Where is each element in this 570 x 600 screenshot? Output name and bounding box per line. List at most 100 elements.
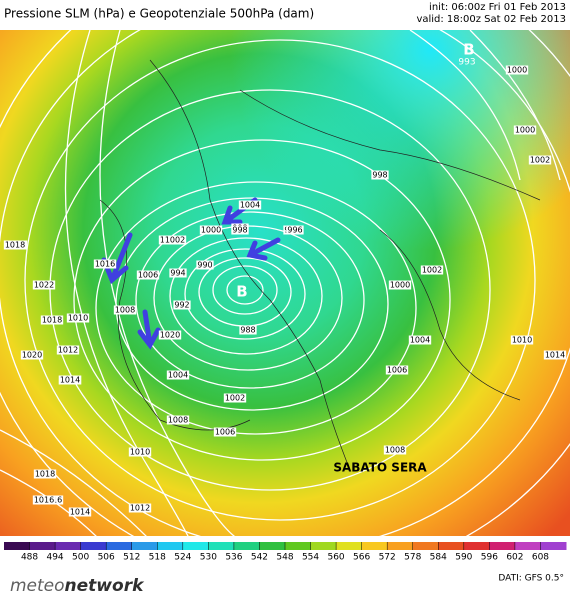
colorbar-swatch — [361, 542, 388, 550]
isobar-label-bg — [420, 265, 444, 275]
colorbar-label: 500 — [72, 553, 89, 563]
isobar-label-bg — [128, 503, 152, 513]
colorbar-swatch — [387, 542, 414, 550]
isobar-label: 1010 — [130, 448, 150, 457]
colorbar-swatch — [55, 542, 82, 550]
colorbar-label: 554 — [302, 553, 319, 563]
isobar-label: 1006 — [138, 271, 158, 280]
isobar-label-bg — [223, 393, 247, 403]
isobar-label-bg — [56, 345, 80, 355]
isobar-label-bg — [505, 65, 529, 75]
colorbar-label: 548 — [276, 553, 293, 563]
isobar-label-bg — [513, 125, 537, 135]
colorbar-label: 542 — [251, 553, 268, 563]
isobar-label-bg — [68, 507, 92, 517]
isobar-label-bg — [136, 270, 160, 280]
isobar-label-bg — [371, 170, 389, 180]
colorbar-swatch — [489, 542, 516, 550]
isobar-label-bg — [383, 445, 407, 455]
isobar-label: 1018 — [5, 241, 25, 250]
colorbar-swatch — [438, 542, 465, 550]
init: init: 06:00z Fri 01 Feb 2013 — [429, 2, 566, 13]
colorbar-label: 584 — [430, 553, 447, 563]
isobar-label-bg — [231, 225, 249, 235]
isobar-label: 988 — [240, 326, 255, 335]
colorbar-swatch — [412, 542, 439, 550]
colorbar-label: 560 — [327, 553, 344, 563]
colorbar-label: 518 — [149, 553, 166, 563]
low-center: B — [236, 283, 247, 301]
logo: meteonetwork — [10, 576, 145, 596]
colorbar-swatch — [310, 542, 337, 550]
isobar-label: 1000 — [390, 281, 410, 290]
isobar-label: 1010 — [512, 336, 532, 345]
colorbar-label: 578 — [404, 553, 421, 563]
isobar-label-bg — [113, 305, 137, 315]
low-value: 993 — [458, 58, 475, 68]
isobar-label: 1022 — [34, 281, 54, 290]
isobar-label-bg — [32, 495, 56, 505]
isobar-label-bg — [543, 350, 567, 360]
isobar-label-bg — [93, 259, 117, 269]
isobar-label-bg — [196, 260, 214, 270]
isobar-label: 1008 — [115, 306, 135, 315]
colorbar-swatch — [4, 542, 31, 550]
isobar-label-bg — [169, 268, 187, 278]
isobar-label: 1004 — [410, 336, 430, 345]
isobar-label: 1010 — [68, 314, 88, 323]
valid: valid: 18:00z Sat 02 Feb 2013 — [416, 14, 566, 25]
isobar-label: 1020 — [22, 351, 42, 360]
isobar-label-bg — [66, 313, 90, 323]
isobar-label: 998 — [232, 226, 247, 235]
colorbar-swatch — [233, 542, 260, 550]
isobar-label-bg — [166, 370, 190, 380]
isobar-label-bg — [213, 427, 237, 437]
colorbar-swatch — [208, 542, 235, 550]
isobar-label: 1006 — [387, 366, 407, 375]
isobar-label-bg — [3, 240, 27, 250]
isobar-label-bg — [238, 200, 262, 210]
colorbar-swatch — [463, 542, 490, 550]
colorbar-swatch — [80, 542, 107, 550]
colorbar-swatch — [514, 542, 541, 550]
isobar-label: 998 — [372, 171, 387, 180]
isobar-label-bg — [408, 335, 432, 345]
isobar-label: 1012 — [58, 346, 78, 355]
isobar-label: 1014 — [545, 351, 565, 360]
logo-a: meteo — [10, 576, 65, 596]
isobar-label-bg — [510, 335, 534, 345]
colorbar-label: 572 — [379, 553, 396, 563]
isobar-label-bg — [58, 375, 82, 385]
isobars — [0, 0, 570, 580]
isobar-label-bg — [166, 415, 190, 425]
colorbar-label: 602 — [506, 553, 523, 563]
isobar-label: 1002 — [422, 266, 442, 275]
isobar-label: 1008 — [168, 416, 188, 425]
colorbar-swatch — [259, 542, 286, 550]
isobar-label-bg — [40, 315, 64, 325]
isobar-label: 1004 — [168, 371, 188, 380]
isobar-label-bg — [20, 350, 44, 360]
coastlines — [99, 59, 541, 471]
isobar-label: 1002 — [165, 236, 185, 245]
colorbar-swatch — [285, 542, 312, 550]
colorbar-label: 530 — [200, 553, 217, 563]
isobar-label-bg — [33, 469, 57, 479]
isobar-label: 1018 — [42, 316, 62, 325]
colorbar-label: 512 — [123, 553, 140, 563]
isobar-label-bg — [528, 155, 552, 165]
isobar-label: 1000 — [515, 126, 535, 135]
credit: DATI: GFS 0.5° — [498, 574, 564, 584]
isobar-label-bg — [286, 225, 304, 235]
isobar-label-bg — [385, 365, 409, 375]
isobar-label: 1000 — [507, 66, 527, 75]
isobar-label: 994 — [170, 269, 185, 278]
isobar-label: 992 — [174, 301, 189, 310]
colorbar-label: 506 — [98, 553, 115, 563]
colorbar-swatch — [131, 542, 158, 550]
colorbar-label: 524 — [174, 553, 191, 563]
colorbar-label: 590 — [455, 553, 472, 563]
colorbar-label: 488 — [21, 553, 38, 563]
isobar-label: 1016 — [34, 496, 54, 505]
